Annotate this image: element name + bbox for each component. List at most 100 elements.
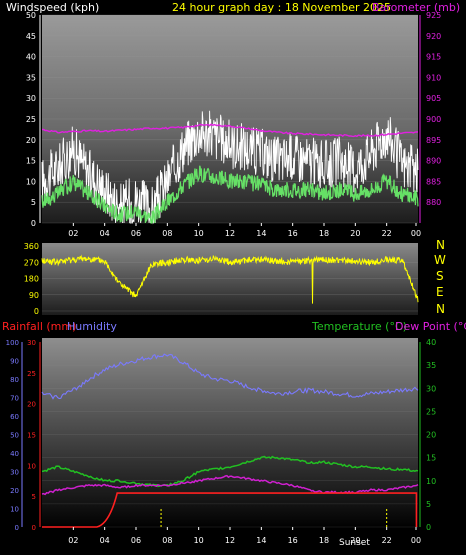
direction-panel-bg xyxy=(42,243,418,315)
barometer-tick-label-7: 915 xyxy=(426,53,441,62)
wind-tick-label-8: 40 xyxy=(26,53,36,62)
humidity-tick-label-1: 10 xyxy=(10,506,19,514)
humidity-tick-label-8: 80 xyxy=(10,376,19,384)
rainfall-tick-label-3: 15 xyxy=(27,432,36,440)
climate-x-tick-label-3: 08 xyxy=(162,536,172,545)
temperature-axis-title: Temperature (°C) xyxy=(311,320,407,333)
humidity-line xyxy=(41,353,419,400)
humidity-tick-label-0: 0 xyxy=(15,524,19,532)
humidity-axis-title: Humidity xyxy=(67,320,117,333)
temperature-tick-label-6: 30 xyxy=(426,384,436,393)
rainfall-tick-label-0: 0 xyxy=(32,524,36,532)
direction-tick-label-4: 360 xyxy=(24,242,39,251)
temperature-tick-label-2: 10 xyxy=(426,477,436,486)
wind-x-tick-label-11: 00 xyxy=(411,229,421,238)
climate-x-tick-label-6: 14 xyxy=(256,536,266,545)
wind-x-tick-label-9: 20 xyxy=(350,229,360,238)
temperature-tick-label-8: 40 xyxy=(426,338,436,347)
direction-label-e: E xyxy=(436,285,444,299)
wind-tick-label-2: 10 xyxy=(26,177,36,186)
direction-tick-label-3: 270 xyxy=(24,258,39,267)
climate-x-tick-label-2: 06 xyxy=(131,536,141,545)
dewpoint-axis-title: Dew Point (°C) xyxy=(395,320,466,333)
climate-x-tick-label-7: 16 xyxy=(288,536,298,545)
temperature-tick-label-5: 25 xyxy=(426,407,436,416)
wind-direction-line xyxy=(41,254,419,304)
humidity-tick-label-7: 70 xyxy=(10,395,19,403)
rainfall-axis-title: Rainfall (mm) xyxy=(2,320,76,333)
humidity-tick-label-6: 60 xyxy=(10,413,19,421)
humidity-tick-label-2: 20 xyxy=(10,487,19,495)
climate-panel-bg xyxy=(42,338,418,529)
wind-x-tick-label-1: 04 xyxy=(100,229,110,238)
rainfall-line xyxy=(42,492,418,528)
direction-label-n-top: N xyxy=(436,238,445,252)
barometer-tick-label-4: 900 xyxy=(426,115,441,124)
climate-x-tick-label-9: 20 xyxy=(350,536,360,545)
barometer-axis-title: Barometer (mb) xyxy=(372,1,460,14)
sunset-label: Sunset xyxy=(339,538,370,548)
climate-x-tick-label-10: 22 xyxy=(382,536,392,545)
barometer-line xyxy=(42,123,419,138)
rainfall-tick-label-5: 25 xyxy=(27,370,36,378)
wind-tick-label-10: 50 xyxy=(26,11,36,20)
barometer-tick-label-8: 920 xyxy=(426,32,441,41)
direction-tick-label-1: 90 xyxy=(29,291,39,300)
temperature-tick-label-1: 5 xyxy=(426,500,431,509)
barometer-tick-label-2: 890 xyxy=(426,157,441,166)
temperature-line xyxy=(41,455,419,488)
wind-x-tick-label-6: 14 xyxy=(256,229,266,238)
direction-label-s: S xyxy=(436,269,444,283)
barometer-tick-label-6: 910 xyxy=(426,73,441,82)
wind-tick-label-4: 20 xyxy=(26,136,36,145)
wind-x-tick-label-10: 22 xyxy=(382,229,392,238)
barometer-tick-label-5: 905 xyxy=(426,94,441,103)
wind-x-tick-label-2: 06 xyxy=(131,229,141,238)
wind-x-tick-label-7: 16 xyxy=(288,229,298,238)
direction-label-n-bottom: N xyxy=(436,302,445,316)
wind-tick-label-1: 5 xyxy=(31,198,36,207)
rainfall-tick-label-4: 20 xyxy=(27,401,36,409)
windspeed-gust-line xyxy=(41,110,419,225)
climate-x-tick-label-5: 12 xyxy=(225,536,235,545)
rainfall-tick-label-2: 10 xyxy=(27,462,36,470)
windspeed-average-line xyxy=(41,165,419,224)
temperature-tick-label-3: 15 xyxy=(426,454,436,463)
climate-x-tick-label-4: 10 xyxy=(194,536,204,545)
wind-x-tick-label-8: 18 xyxy=(319,229,329,238)
humidity-tick-label-4: 40 xyxy=(10,450,19,458)
wind-panel: 0 5 10 15 20 25 30 35 40 45 50 880 885 890 895 900 905 91… xyxy=(26,11,441,238)
direction-tick-label-0: 0 xyxy=(34,307,39,316)
barometer-tick-label-0: 880 xyxy=(426,198,441,207)
humidity-tick-label-10: 100 xyxy=(6,339,19,347)
wind-tick-label-6: 30 xyxy=(26,94,36,103)
wind-x-tick-label-3: 08 xyxy=(162,229,172,238)
climate-x-tick-label-8: 18 xyxy=(319,536,329,545)
temperature-tick-label-4: 20 xyxy=(426,431,436,440)
wind-tick-label-5: 25 xyxy=(26,115,36,124)
climate-x-tick-label-1: 04 xyxy=(100,536,110,545)
barometer-tick-label-3: 895 xyxy=(426,136,441,145)
temperature-tick-label-0: 0 xyxy=(426,523,431,532)
humidity-tick-label-9: 90 xyxy=(10,358,19,366)
rainfall-tick-label-1: 5 xyxy=(32,493,36,501)
wind-x-tick-label-4: 10 xyxy=(194,229,204,238)
barometer-tick-label-1: 885 xyxy=(426,177,441,186)
humidity-tick-label-3: 30 xyxy=(10,469,19,477)
humidity-tick-label-5: 50 xyxy=(10,432,19,440)
wind-tick-label-0: 0 xyxy=(31,219,36,228)
rainfall-tick-label-6: 30 xyxy=(27,339,36,347)
direction-panel: 0 90 180 270 360 xyxy=(24,242,419,316)
chart-title: 24 hour graph day : 18 November 2025 xyxy=(172,1,391,14)
temperature-tick-label-7: 35 xyxy=(426,361,436,370)
wind-tick-label-7: 35 xyxy=(26,73,36,82)
climate-panel: 0 5 10 15 20 25 30 35 40 0 10 20 30 40 50 60 70 80 90 100 0 5… xyxy=(6,338,437,545)
wind-x-tick-label-0: 02 xyxy=(68,229,78,238)
climate-x-tick-label-0: 02 xyxy=(68,536,78,545)
wind-tick-label-3: 15 xyxy=(26,157,36,166)
direction-label-w: W xyxy=(434,253,446,267)
wind-tick-label-9: 45 xyxy=(26,32,36,41)
barometer-tick-label-9: 925 xyxy=(426,11,441,20)
